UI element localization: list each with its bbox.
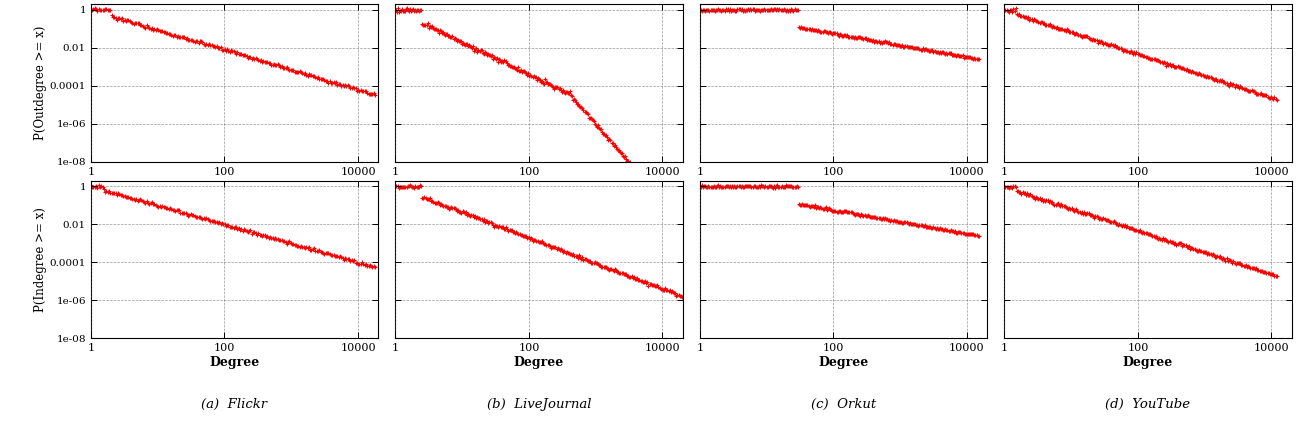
X-axis label: Degree: Degree	[1123, 356, 1173, 369]
Text: (a)  Flickr: (a) Flickr	[201, 398, 267, 411]
X-axis label: Degree: Degree	[209, 356, 260, 369]
Text: (c)  Orkut: (c) Orkut	[811, 398, 876, 411]
Text: (b)  LiveJournal: (b) LiveJournal	[487, 398, 591, 411]
Y-axis label: P(Outdegree >= x): P(Outdegree >= x)	[34, 26, 47, 140]
X-axis label: Degree: Degree	[514, 356, 565, 369]
Text: (d)  YouTube: (d) YouTube	[1106, 398, 1190, 411]
X-axis label: Degree: Degree	[818, 356, 868, 369]
Y-axis label: P(Indegree >= x): P(Indegree >= x)	[34, 207, 47, 312]
